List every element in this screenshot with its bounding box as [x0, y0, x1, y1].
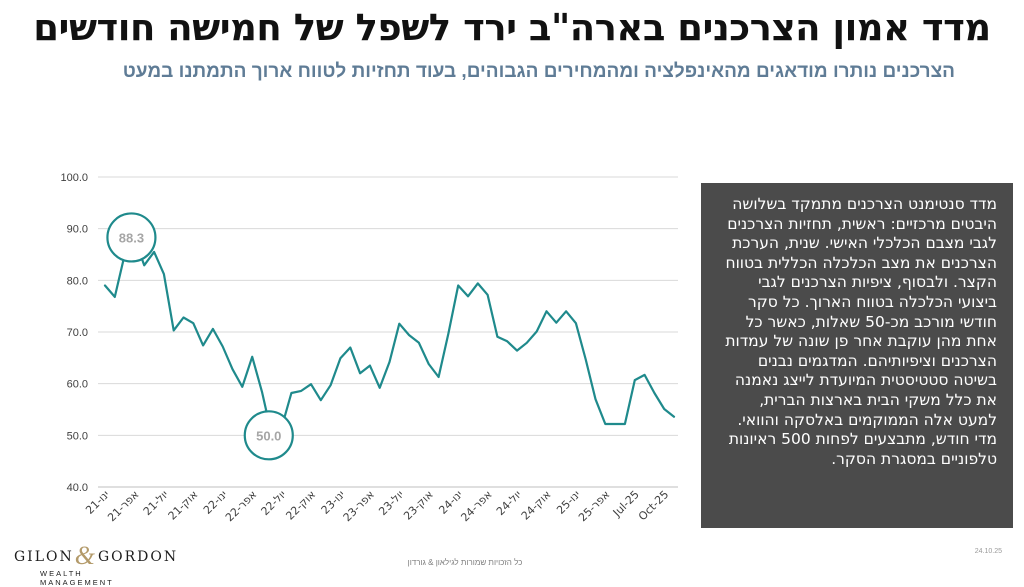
description-text: מדד סנטימנט הצרכנים מתמקד בשלושה היבטים …: [725, 195, 997, 468]
y-tick-label: 40.0: [67, 482, 88, 494]
x-tick-label: Oct-25: [636, 488, 671, 523]
x-tick-label: אוק-24: [519, 488, 554, 523]
logo-text-right: GORDON: [97, 549, 179, 565]
x-tick-label: אפר-21: [105, 488, 141, 524]
logo-ampersand: &: [74, 541, 97, 570]
annotation-circle: [106, 212, 157, 263]
page-title: מדד אמון הצרכנים בארה"ב ירד לשפל של חמיש…: [33, 6, 991, 49]
copyright-footer: כל הזכויות שמורות לגילאון & גורדון: [407, 558, 523, 567]
y-tick-label: 100.0: [60, 172, 88, 184]
annotation-label: 50.0: [256, 428, 281, 443]
x-tick-label: אוק-22: [283, 488, 318, 523]
x-tick-label: אוק-23: [401, 488, 436, 523]
slide-date: 24.10.25: [974, 548, 1002, 555]
series-line: [103, 236, 676, 437]
annotation-circle: [243, 410, 294, 461]
y-tick-label: 60.0: [67, 379, 88, 391]
y-tick-label: 50.0: [67, 430, 88, 442]
x-tick-label: אפר-25: [576, 488, 612, 524]
annotation-label: 88.3: [119, 230, 144, 245]
x-tick-label: אפר-22: [223, 488, 259, 524]
y-tick-label: 90.0: [67, 224, 88, 236]
x-tick-label: אפר-24: [458, 488, 494, 524]
x-tick-label: אפר-23: [341, 488, 377, 524]
x-tick-label: אוק-21: [166, 488, 201, 523]
page-subtitle: הצרכנים נותרו מודאגים מהאינפלציה ומהמחיר…: [122, 61, 955, 82]
logo-subtitle: WEALTH MANAGEMENT: [40, 569, 114, 587]
y-tick-label: 80.0: [67, 275, 88, 287]
description-box: מדד סנטימנט הצרכנים מתמקד בשלושה היבטים …: [701, 183, 1013, 528]
y-tick-label: 70.0: [67, 327, 88, 339]
company-logo: GILON&GORDON WEALTH MANAGEMENT: [14, 538, 176, 587]
logo-text-left: GILON: [14, 549, 74, 565]
